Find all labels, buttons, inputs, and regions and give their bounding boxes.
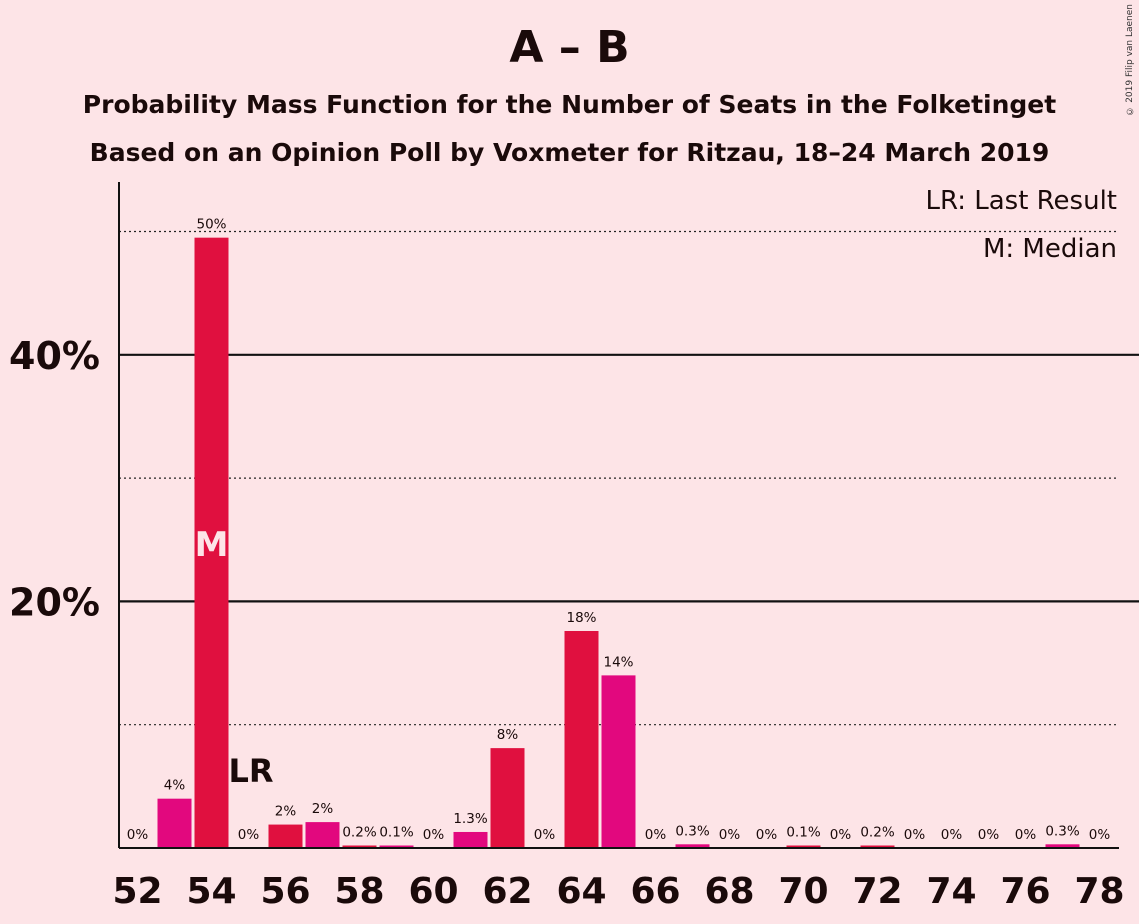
data-label: 0% xyxy=(127,827,149,843)
data-label: 18% xyxy=(566,610,596,626)
data-label: 0% xyxy=(1089,827,1111,843)
legend-last-result: LR: Last Result xyxy=(925,186,1117,216)
x-tick-label: 60 xyxy=(408,871,458,912)
data-label: 2% xyxy=(275,804,297,820)
data-label: 0% xyxy=(1015,827,1037,843)
data-label: 0% xyxy=(238,827,260,843)
legend-median: M: Median xyxy=(983,234,1117,264)
bar xyxy=(860,845,895,848)
data-label: 0% xyxy=(830,827,852,843)
x-tick-label: 54 xyxy=(186,871,236,912)
bar xyxy=(786,845,821,848)
data-label: 50% xyxy=(196,217,226,233)
bar xyxy=(675,844,710,848)
data-label: 0% xyxy=(904,827,926,843)
y-tick-label: 40% xyxy=(9,334,100,378)
data-label: 0.3% xyxy=(675,823,709,839)
data-label: 8% xyxy=(497,727,519,743)
bar xyxy=(379,845,414,848)
x-tick-label: 56 xyxy=(260,871,310,912)
x-tick-label: 64 xyxy=(556,871,606,912)
bar xyxy=(490,748,525,848)
bar xyxy=(1045,844,1080,848)
data-label: 1.3% xyxy=(453,811,487,827)
x-tick-label: 66 xyxy=(630,871,680,912)
median-marker: M xyxy=(195,525,229,565)
data-label: 0% xyxy=(645,827,667,843)
chart-subtitle-1: Probability Mass Function for the Number… xyxy=(82,90,1057,119)
data-label: 4% xyxy=(164,778,186,794)
data-label: 0% xyxy=(756,827,778,843)
data-label: 0% xyxy=(423,827,445,843)
bar xyxy=(342,845,377,848)
x-tick-label: 52 xyxy=(112,871,162,912)
data-label: 0.2% xyxy=(860,825,894,841)
data-label: 0% xyxy=(978,827,1000,843)
data-label: 0.3% xyxy=(1045,823,1079,839)
data-label: 0.1% xyxy=(379,825,413,841)
chart-title: A – B xyxy=(509,22,630,73)
x-tick-label: 58 xyxy=(334,871,384,912)
data-label: 0.2% xyxy=(342,825,376,841)
x-tick-label: 68 xyxy=(704,871,754,912)
bar xyxy=(157,798,192,848)
data-label: 2% xyxy=(312,801,334,817)
y-tick-label: 20% xyxy=(9,580,100,624)
chart-subtitle-2: Based on an Opinion Poll by Voxmeter for… xyxy=(89,138,1050,167)
last-result-marker: LR xyxy=(229,752,274,790)
x-tick-label: 72 xyxy=(852,871,902,912)
bar xyxy=(305,822,340,848)
bar xyxy=(194,237,229,849)
bar xyxy=(564,630,599,848)
bar xyxy=(453,831,488,848)
x-tick-label: 76 xyxy=(1000,871,1050,912)
data-label: 0% xyxy=(719,827,741,843)
data-label: 0% xyxy=(534,827,556,843)
x-tick-label: 62 xyxy=(482,871,532,912)
data-label: 14% xyxy=(603,654,633,670)
data-label: 0% xyxy=(941,827,963,843)
bar xyxy=(601,675,636,848)
bar xyxy=(268,824,303,848)
x-tick-label: 70 xyxy=(778,871,828,912)
data-label: 0.1% xyxy=(786,825,820,841)
x-tick-label: 78 xyxy=(1074,871,1124,912)
x-tick-label: 74 xyxy=(926,871,976,912)
